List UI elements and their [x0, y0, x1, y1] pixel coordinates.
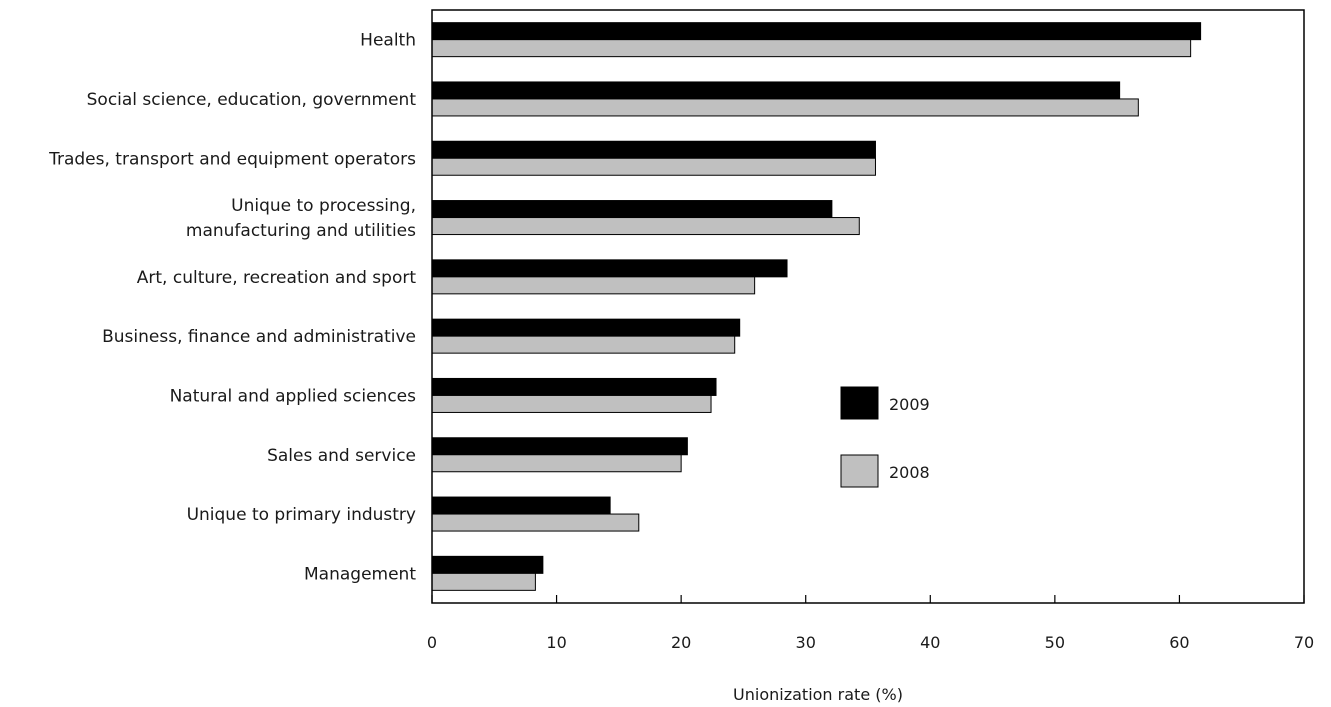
- bar-2008: [431, 276, 756, 295]
- x-axis-title: Unionization rate (%): [733, 685, 903, 704]
- bars-layer: [431, 22, 1202, 591]
- x-tick-label: 70: [1294, 633, 1314, 652]
- bar-2009: [431, 22, 1202, 41]
- x-tick-label: 20: [671, 633, 691, 652]
- legend: 2009 2008: [840, 386, 930, 488]
- x-tick-label: 40: [920, 633, 940, 652]
- bar-2008: [431, 335, 736, 354]
- category-label: Management: [304, 564, 416, 584]
- x-tick-label: 10: [546, 633, 566, 652]
- bar-2008: [431, 513, 640, 532]
- bar-2008: [431, 217, 860, 236]
- bar-2008: [431, 454, 682, 473]
- category-label: Unique to processing, manufacturing and u…: [186, 196, 416, 241]
- bar-2008: [431, 572, 536, 591]
- category-label: Art, culture, recreation and sport: [137, 268, 417, 288]
- x-axis-ticks: 0 10 20 30 40 50 60 70: [427, 595, 1314, 652]
- x-tick-label: 50: [1045, 633, 1065, 652]
- bar-2008: [431, 98, 1139, 117]
- legend-label: 2008: [889, 463, 930, 482]
- bar-2009: [431, 555, 544, 574]
- category-label: Unique to primary industry: [187, 505, 416, 525]
- category-label: Business, finance and administrative: [102, 327, 416, 347]
- legend-label: 2009: [889, 395, 930, 414]
- bar-2008: [431, 39, 1192, 58]
- category-label: Natural and applied sciences: [170, 386, 417, 406]
- bar-2009: [431, 259, 788, 278]
- category-label: Sales and service: [267, 446, 416, 466]
- legend-swatch-2009: [840, 386, 879, 420]
- bar-2008: [431, 157, 876, 176]
- category-label: Social science, education, government: [87, 90, 417, 110]
- bar-2009: [431, 437, 688, 456]
- bar-2009: [431, 81, 1121, 100]
- bar-2009: [431, 496, 611, 515]
- plot-frame: [431, 9, 1305, 604]
- bar-2009: [431, 377, 717, 396]
- x-tick-label: 0: [427, 633, 437, 652]
- category-label: Health: [360, 31, 416, 51]
- legend-swatch-2008: [840, 454, 879, 488]
- bar-2009: [431, 200, 833, 219]
- bar-2009: [431, 318, 741, 337]
- x-tick-label: 30: [796, 633, 816, 652]
- category-label: Trades, transport and equipment operator…: [48, 149, 416, 169]
- category-labels: Health Social science, education, governm…: [48, 31, 416, 585]
- x-tick-label: 60: [1169, 633, 1189, 652]
- bar-2008: [431, 394, 712, 413]
- bar-2009: [431, 140, 876, 159]
